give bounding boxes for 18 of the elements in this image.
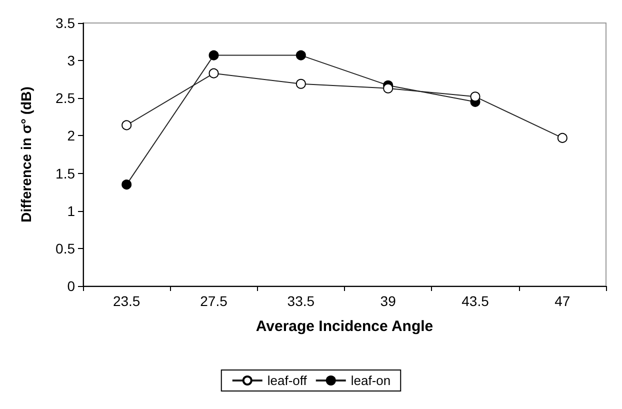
y-tick-label: 1 — [67, 202, 76, 219]
legend-label: leaf-on — [350, 373, 391, 388]
y-tick-label: 0 — [67, 278, 76, 294]
x-tick-label: 43.5 — [462, 293, 490, 309]
x-tick-label: 27.5 — [200, 293, 228, 309]
y-tick-label: 2.5 — [56, 90, 76, 106]
y-tick-label: 3.5 — [56, 15, 76, 31]
x-tick-label: 33.5 — [287, 293, 315, 309]
y-tick-label: 1.5 — [56, 165, 76, 182]
x-axis-title: Average Incidence Angle — [256, 318, 434, 335]
y-tick-label: 0.5 — [56, 240, 76, 256]
x-tick-label: 23.5 — [112, 293, 140, 309]
legend-label: leaf-off — [267, 373, 308, 388]
x-tick-label: 47 — [554, 293, 570, 309]
y-axis-title: Difference in σ° (dB) — [18, 86, 34, 222]
y-tick-label: 2 — [67, 128, 76, 144]
x-tick-label: 39 — [380, 293, 396, 309]
y-tick-label: 3 — [67, 52, 76, 69]
